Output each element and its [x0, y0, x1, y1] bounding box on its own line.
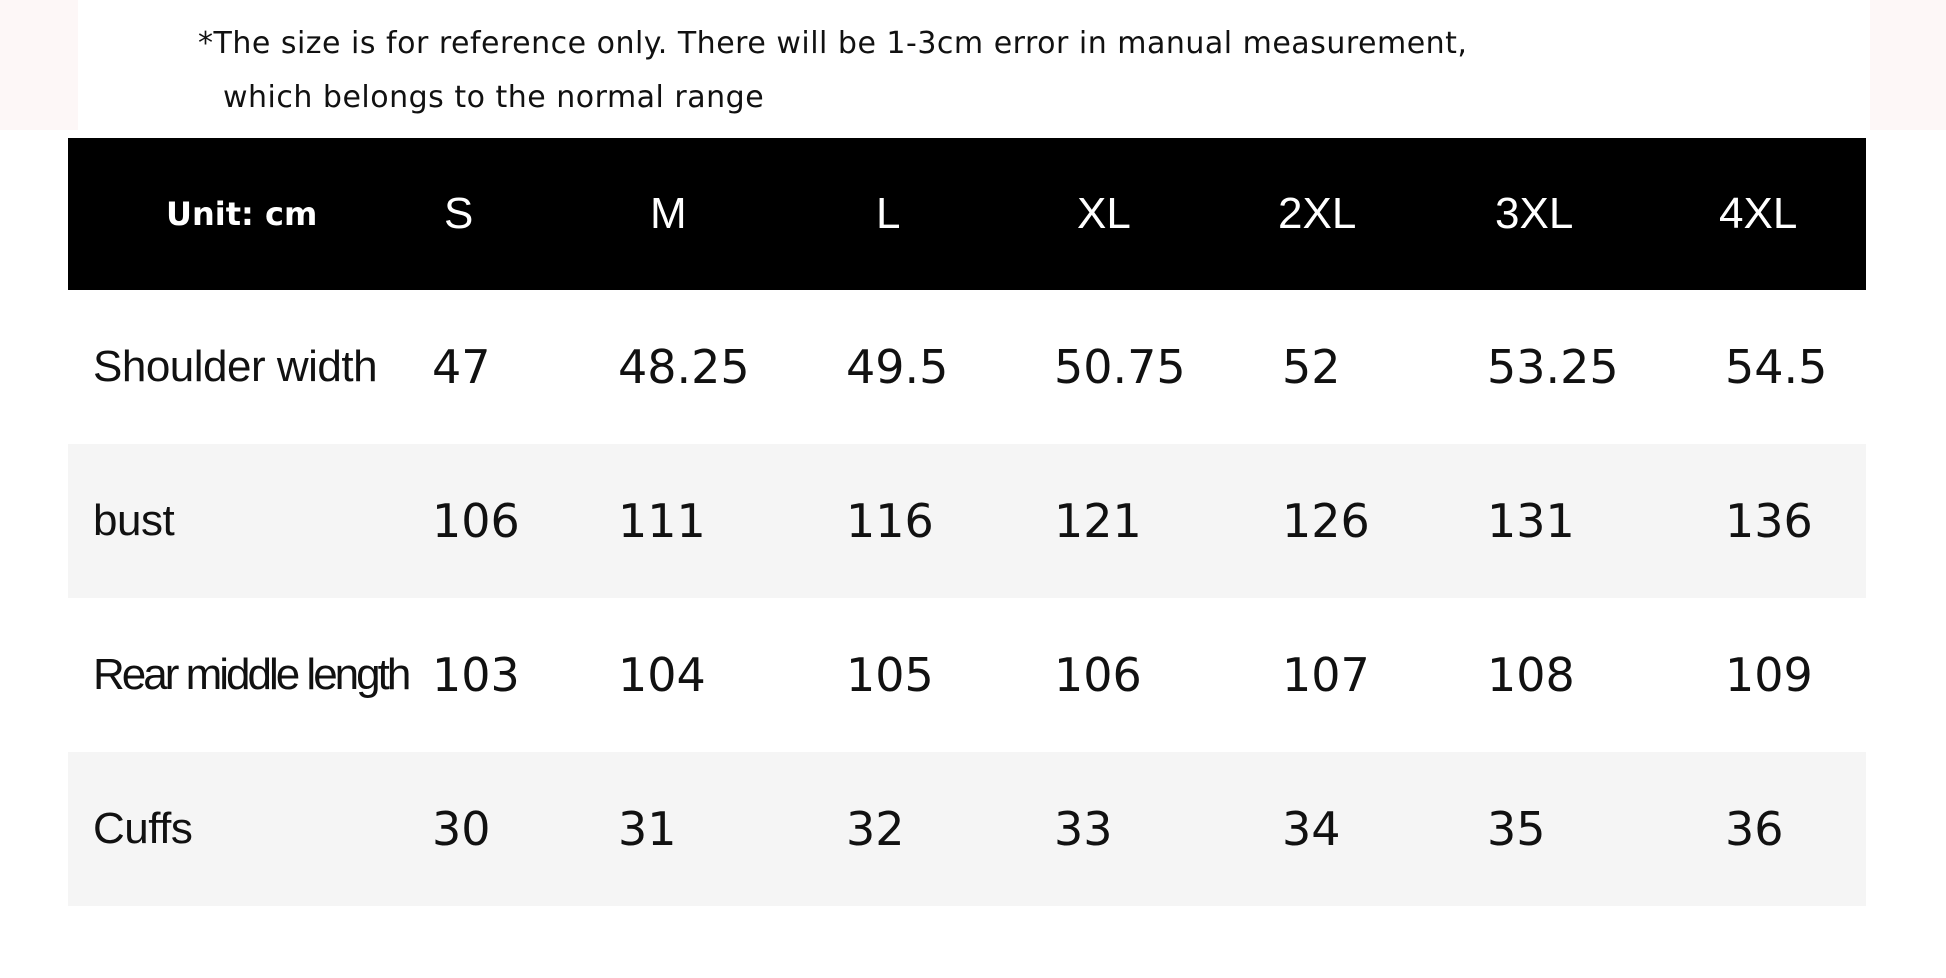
measurement-cell: 126 — [1282, 494, 1370, 548]
unit-label: Unit: cm — [166, 195, 318, 233]
measurement-cell: 107 — [1282, 648, 1370, 702]
size-header-3xl: 3XL — [1495, 189, 1574, 238]
measurement-cell: 121 — [1054, 494, 1142, 548]
measurement-cell: 32 — [846, 802, 905, 856]
size-notice: *The size is for reference only. There w… — [78, 0, 1870, 132]
measurement-cell: 109 — [1725, 648, 1813, 702]
measurement-cell: 31 — [618, 802, 677, 856]
notice-line-1: *The size is for reference only. There w… — [198, 26, 1468, 61]
measurement-cell: 131 — [1487, 494, 1575, 548]
table-row: Rear middle length 103 104 105 106 107 108 109 — [68, 598, 1866, 752]
measurement-cell: 108 — [1487, 648, 1575, 702]
row-label: Cuffs — [93, 804, 193, 853]
measurement-cell: 103 — [432, 648, 520, 702]
size-header-4xl: 4XL — [1719, 189, 1798, 238]
measurement-cell: 111 — [618, 494, 706, 548]
row-label: Shoulder width — [93, 342, 378, 391]
table-header: Unit: cm S M L XL 2XL 3XL 4XL — [68, 138, 1866, 290]
size-header-xl: XL — [1077, 189, 1131, 238]
measurement-cell: 33 — [1054, 802, 1113, 856]
measurement-cell: 50.75 — [1054, 340, 1186, 394]
measurement-cell: 106 — [1054, 648, 1142, 702]
measurement-cell: 52 — [1282, 340, 1341, 394]
size-header-m: M — [650, 189, 687, 238]
measurement-cell: 136 — [1725, 494, 1813, 548]
size-header-s: S — [444, 189, 474, 238]
measurement-cell: 53.25 — [1487, 340, 1619, 394]
row-label: Rear middle length — [93, 650, 411, 699]
row-label: bust — [93, 496, 175, 545]
measurement-cell: 30 — [432, 802, 491, 856]
measurement-cell: 106 — [432, 494, 520, 548]
measurement-cell: 116 — [846, 494, 934, 548]
size-header-2xl: 2XL — [1278, 189, 1357, 238]
measurement-cell: 54.5 — [1725, 340, 1828, 394]
table-row: Cuffs 30 31 32 33 34 35 36 — [68, 752, 1866, 906]
size-chart-table: Unit: cm S M L XL 2XL 3XL 4XL Shoulder w… — [68, 138, 1866, 906]
table-row: Shoulder width 47 48.25 49.5 50.75 52 53.25 54.… — [68, 290, 1866, 444]
measurement-cell: 48.25 — [618, 340, 750, 394]
measurement-cell: 47 — [432, 340, 491, 394]
measurement-cell: 34 — [1282, 802, 1341, 856]
measurement-cell: 49.5 — [846, 340, 949, 394]
measurement-cell: 105 — [846, 648, 934, 702]
measurement-cell: 36 — [1725, 802, 1784, 856]
measurement-cell: 104 — [618, 648, 706, 702]
size-header-l: L — [876, 189, 901, 238]
notice-line-2: which belongs to the normal range — [223, 80, 765, 115]
table-row: bust 106 111 116 121 126 131 136 — [68, 444, 1866, 598]
measurement-cell: 35 — [1487, 802, 1546, 856]
